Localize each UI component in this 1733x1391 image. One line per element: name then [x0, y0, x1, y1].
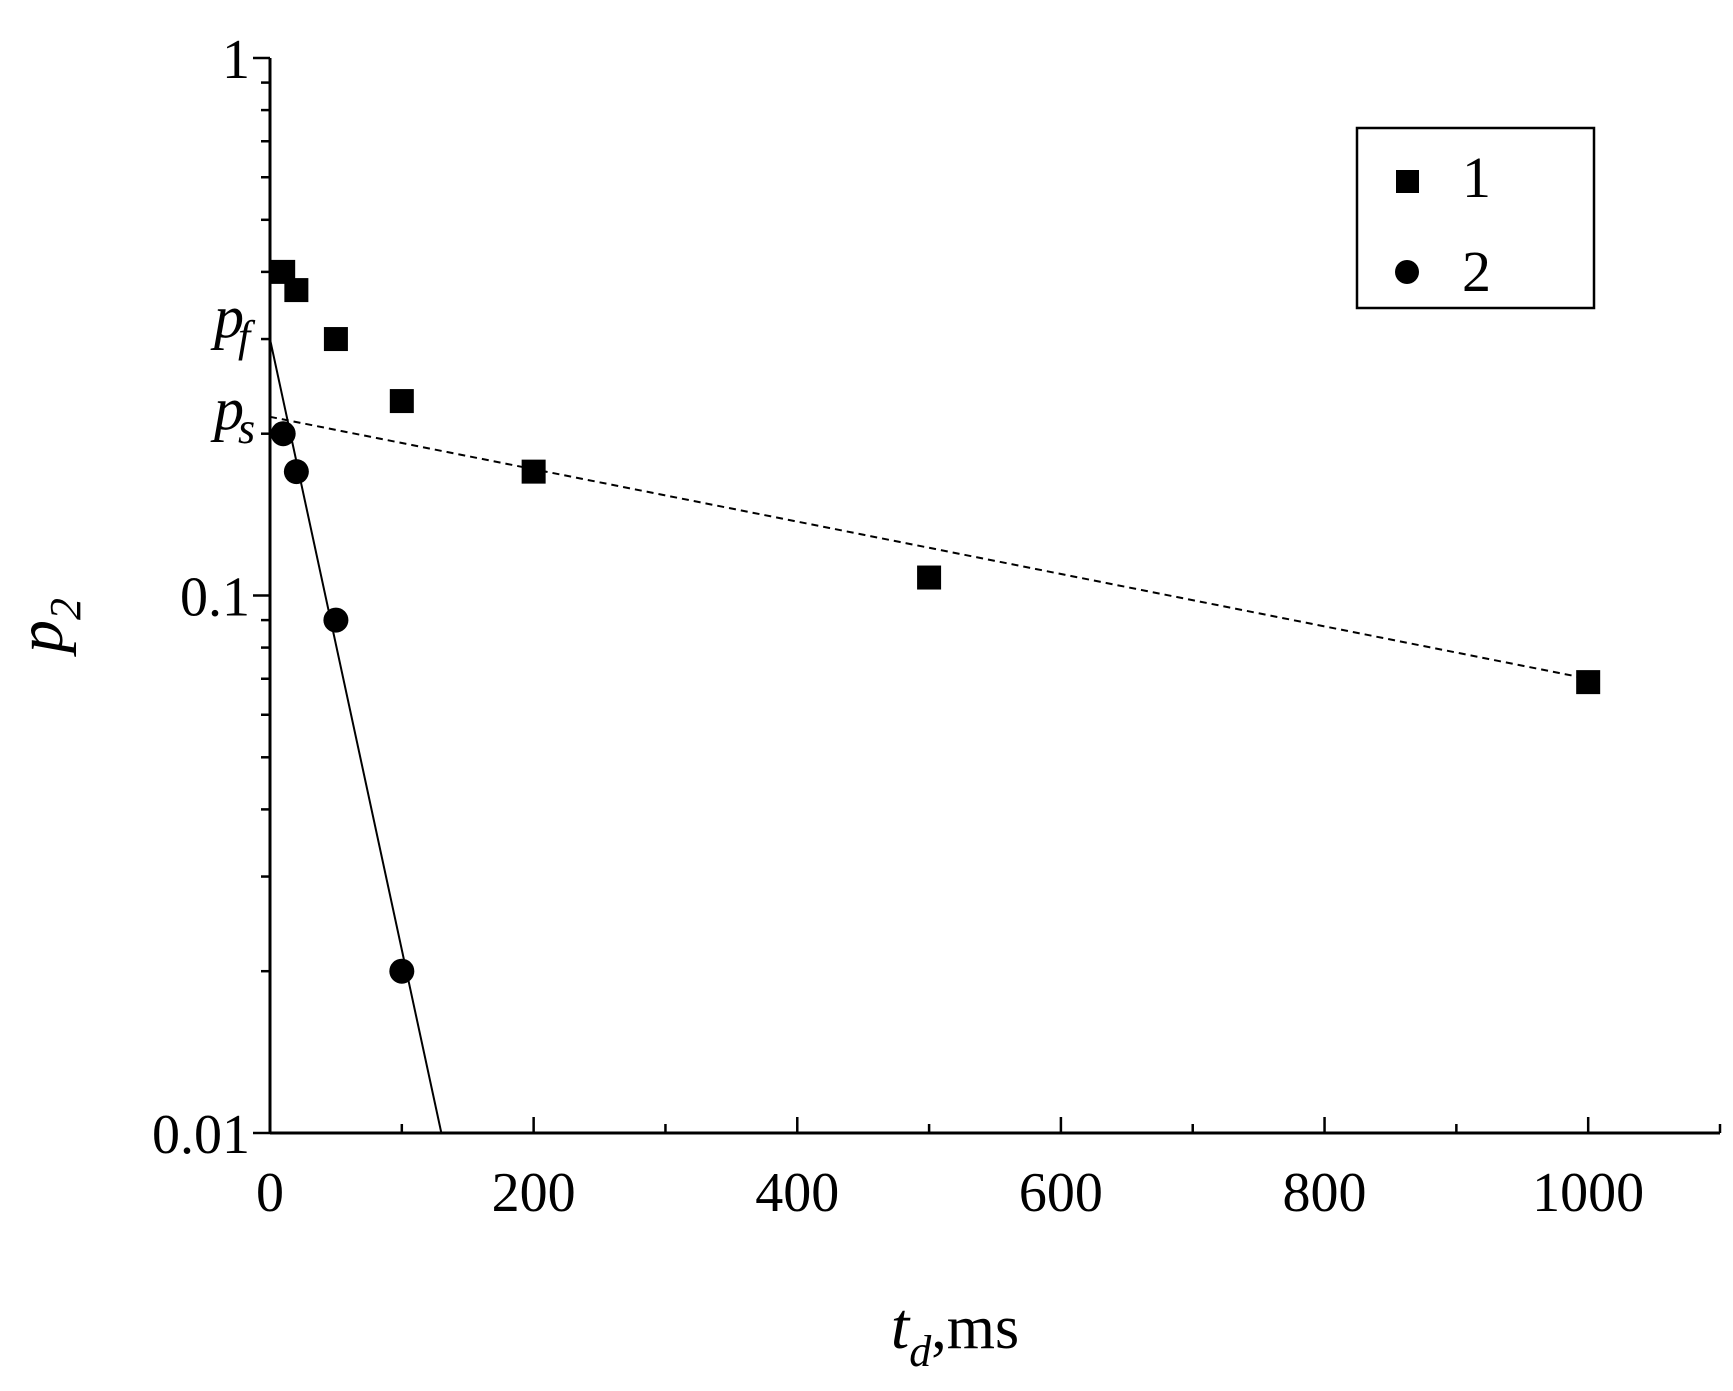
series-1-point	[284, 278, 309, 303]
y-tick-label: 1	[222, 29, 250, 91]
x-tick-label: 0	[256, 1162, 284, 1224]
y-axis-title-sub: 2	[41, 598, 90, 620]
legend-label-2: 2	[1462, 239, 1491, 304]
fit-line-solid	[269, 338, 443, 1134]
fit-lines	[269, 338, 1589, 1134]
legend-marker-circle	[1395, 260, 1419, 284]
annotation-pf: pf	[210, 284, 256, 361]
x-tick-label: 1000	[1532, 1162, 1644, 1224]
series-1-point	[917, 565, 942, 590]
x-axis-title-main: t	[891, 1290, 911, 1363]
legend-label-1: 1	[1462, 145, 1491, 210]
series-2-point	[270, 421, 296, 447]
series-1-point	[1576, 670, 1601, 695]
y-ticks: 0.01 0.1 1	[152, 29, 270, 1166]
x-tick-label: 200	[492, 1162, 576, 1224]
x-ticks: 0 200 400 600 800 1000	[256, 1117, 1722, 1224]
x-tick-label: 400	[755, 1162, 839, 1224]
legend-box	[1355, 126, 1596, 310]
series-1-point	[521, 459, 546, 484]
annotation-sub: s	[238, 404, 255, 453]
x-tick-label: 800	[1283, 1162, 1367, 1224]
fit-line-dashed	[269, 415, 1589, 680]
series-2-point	[389, 958, 415, 984]
annotation-main: p	[210, 376, 244, 442]
data-markers	[270, 259, 1601, 984]
y-axis-title: p2	[4, 598, 90, 657]
x-axis-title-sub: d	[909, 1327, 932, 1376]
legend: 1 2	[1355, 126, 1596, 310]
series-2-point	[323, 607, 349, 633]
series-1-point	[323, 327, 348, 352]
x-tick-label: 600	[1019, 1162, 1103, 1224]
x-axis-title-unit: ,ms	[931, 1294, 1019, 1362]
legend-marker-square	[1396, 170, 1419, 193]
series-2-point	[283, 459, 309, 485]
x-axis-title: td,ms	[891, 1290, 1019, 1376]
annotation-ps: ps	[210, 376, 255, 453]
y-axis-title-group: p2	[4, 598, 90, 657]
y-tick-label: 0.01	[152, 1104, 250, 1166]
annotation-main: p	[210, 284, 244, 350]
series-1-point	[389, 389, 414, 414]
annotation-sub: f	[238, 312, 256, 361]
y-axis-title-main: p	[4, 620, 77, 657]
y-tick-label: 0.1	[180, 567, 250, 629]
